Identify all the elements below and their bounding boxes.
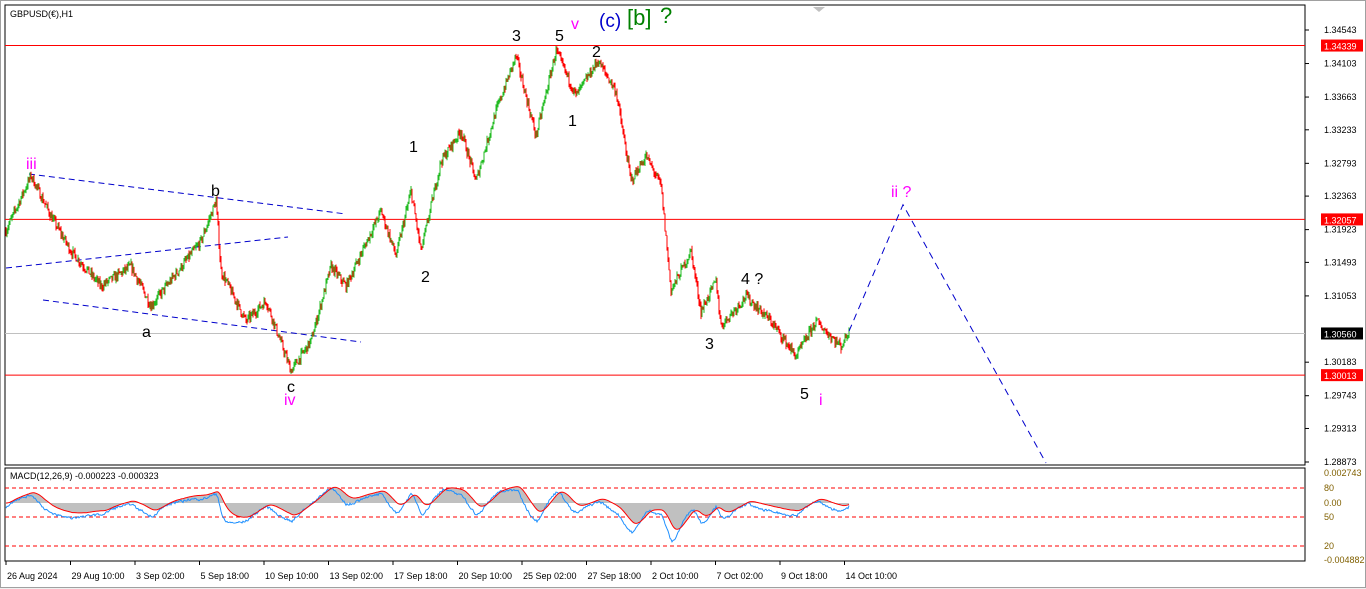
wave-label: ?	[660, 3, 672, 28]
wave-label: 3	[512, 28, 521, 45]
wave-label: b	[211, 183, 220, 200]
price-tick: 1.29743	[1324, 391, 1357, 401]
price-tick: 1.34103	[1324, 59, 1357, 69]
trendline[interactable]	[28, 173, 347, 215]
wave-label: iii	[26, 156, 37, 173]
price-tick: 1.30183	[1324, 357, 1357, 367]
price-tick: 1.31493	[1324, 257, 1357, 267]
projection-line[interactable]	[848, 203, 1047, 464]
price-tick: 1.34543	[1324, 25, 1357, 35]
time-tick: 9 Oct 18:00	[781, 571, 828, 581]
wave-label: (c)	[599, 11, 621, 32]
wave-label: 2	[421, 269, 430, 286]
wave-label: [b]	[627, 5, 651, 30]
macd-signal-line	[5, 486, 850, 530]
wave-label: 4 ?	[741, 271, 763, 288]
price-level-value: 1.32057	[1324, 215, 1357, 225]
price-level-tag	[1321, 213, 1363, 226]
macd-scale-tick: 80	[1324, 483, 1334, 493]
time-tick: 3 Sep 02:00	[136, 571, 185, 581]
time-tick: 13 Sep 02:00	[330, 571, 384, 581]
macd-histogram	[6, 486, 849, 530]
price-level-value: 1.30560	[1324, 329, 1357, 339]
price-tick: 1.28873	[1324, 457, 1357, 467]
trendline[interactable]	[5, 236, 289, 269]
wave-label: iv	[284, 392, 296, 409]
wave-label: 3	[705, 336, 714, 353]
wave-label: c	[287, 379, 295, 396]
time-tick: 2 Oct 10:00	[652, 571, 699, 581]
wave-label: 1	[409, 139, 418, 156]
macd-scale-tick: 50	[1324, 512, 1334, 522]
time-tick: 14 Oct 10:00	[846, 571, 898, 581]
price-level-tag	[1321, 327, 1363, 340]
time-tick: 25 Sep 02:00	[523, 571, 577, 581]
macd-plot-area[interactable]	[4, 467, 1306, 562]
price-tick: 1.29313	[1324, 423, 1357, 433]
macd-scale-tick: 0.00	[1324, 498, 1342, 508]
time-tick: 17 Sep 18:00	[394, 571, 448, 581]
wave-label: 5	[800, 386, 809, 403]
price-level-tag	[1321, 39, 1363, 52]
price-tick: 1.33233	[1324, 125, 1357, 135]
macd-scale-tick: 20	[1324, 541, 1334, 551]
price-tick: 1.32793	[1324, 158, 1357, 168]
candles	[5, 45, 850, 374]
trendline[interactable]	[42, 299, 362, 343]
price-tick: 1.31053	[1324, 291, 1357, 301]
price-tick: 1.31923	[1324, 225, 1357, 235]
main-plot-area[interactable]	[4, 4, 1306, 466]
macd-scale-tick: -0.004882	[1324, 555, 1365, 565]
time-tick: 29 Aug 10:00	[72, 571, 125, 581]
time-tick: 5 Sep 18:00	[201, 571, 250, 581]
time-tick: 20 Sep 10:00	[459, 571, 513, 581]
wave-label: 1	[568, 113, 577, 130]
wave-label: a	[142, 324, 151, 341]
wave-label: v	[571, 16, 579, 33]
time-tick: 7 Oct 02:00	[717, 571, 764, 581]
trendlines	[5, 173, 362, 343]
wave-label: ii ?	[891, 184, 912, 201]
price-level-value: 1.30013	[1324, 371, 1357, 381]
shift-marker-icon[interactable]	[813, 7, 825, 12]
macd-label: MACD(12,26,9) -0.000223 -0.000323	[10, 471, 159, 481]
time-tick: 10 Sep 10:00	[265, 571, 319, 581]
wave-label: 5	[555, 28, 564, 45]
macd-scale-tick: 0.002743	[1324, 468, 1362, 478]
price-tick: 1.32363	[1324, 191, 1357, 201]
price-level-value: 1.34339	[1324, 42, 1357, 52]
wave-label: 2	[592, 44, 601, 61]
time-tick: 26 Aug 2024	[7, 571, 58, 581]
window-title: GBPUSD(€),H1	[10, 9, 73, 19]
price-level-tag	[1321, 369, 1363, 382]
wave-label: i	[819, 392, 823, 409]
time-tick: 27 Sep 18:00	[588, 571, 642, 581]
macd-line	[5, 487, 850, 543]
price-tick: 1.33663	[1324, 92, 1357, 102]
